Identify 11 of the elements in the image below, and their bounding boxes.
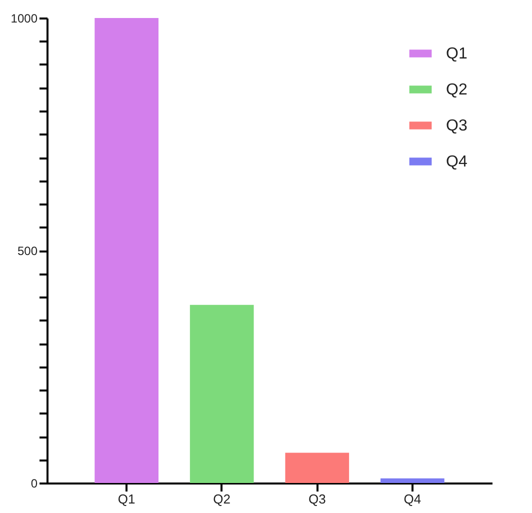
legend-label: Q3 bbox=[446, 118, 468, 134]
y-tick-label: 0 bbox=[30, 476, 38, 490]
legend-label: Q2 bbox=[446, 82, 468, 98]
legend-label: Q4 bbox=[446, 154, 468, 170]
x-tick-label: Q1 bbox=[118, 492, 136, 506]
x-tick-label: Q4 bbox=[404, 492, 422, 506]
x-tick-label: Q3 bbox=[308, 492, 326, 506]
x-tick-label: Q2 bbox=[213, 492, 231, 506]
y-tick-label: 500 bbox=[17, 244, 38, 258]
legend-label: Q1 bbox=[446, 46, 468, 62]
y-tick-label: 1000 bbox=[10, 12, 38, 26]
